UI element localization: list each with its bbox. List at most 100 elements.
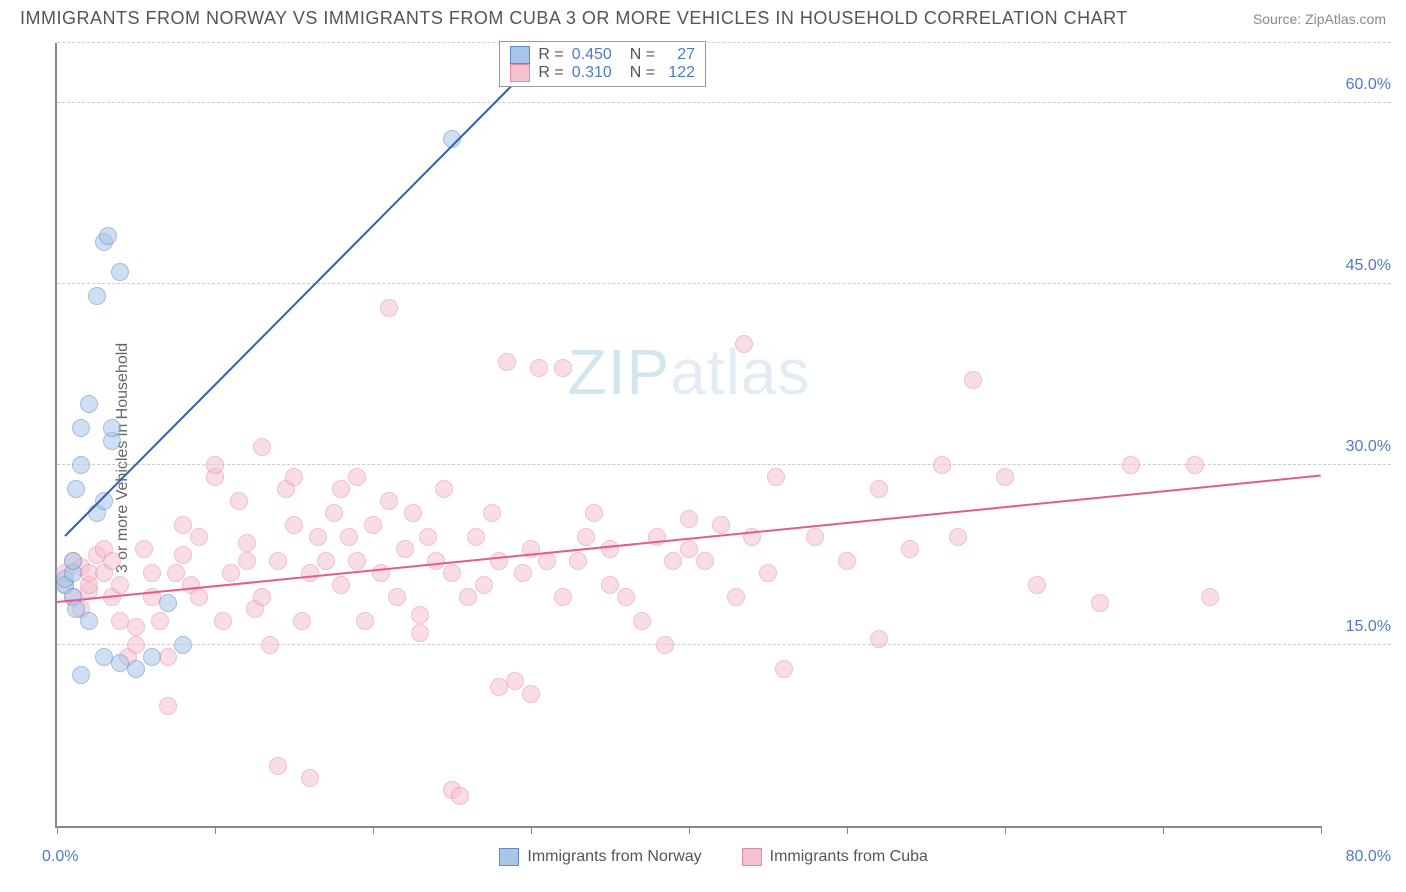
data-point [159, 648, 177, 666]
data-point [870, 480, 888, 498]
data-point [67, 480, 85, 498]
data-point [767, 468, 785, 486]
x-tick [531, 826, 532, 834]
data-point [151, 612, 169, 630]
swatch-norway-icon [499, 848, 519, 866]
data-point [253, 438, 271, 456]
data-point [111, 654, 129, 672]
x-tick [847, 826, 848, 834]
data-point [159, 594, 177, 612]
data-point [388, 588, 406, 606]
data-point [143, 648, 161, 666]
data-point [680, 540, 698, 558]
data-point [80, 612, 98, 630]
data-point [238, 552, 256, 570]
data-point [380, 299, 398, 317]
data-point [601, 540, 619, 558]
trend-line [64, 65, 532, 536]
data-point [190, 528, 208, 546]
data-point [364, 516, 382, 534]
data-point [435, 480, 453, 498]
data-point [514, 564, 532, 582]
data-point [325, 504, 343, 522]
data-point [143, 564, 161, 582]
data-point [238, 534, 256, 552]
data-point [870, 630, 888, 648]
data-point [214, 612, 232, 630]
data-point [530, 359, 548, 377]
data-point [103, 552, 121, 570]
data-point [838, 552, 856, 570]
data-point [664, 552, 682, 570]
plot-area: ZIPatlas 0.0% 80.0% R = 0.450 N = 27 R =… [55, 43, 1321, 828]
data-point [348, 552, 366, 570]
data-point [1091, 594, 1109, 612]
data-point [1201, 588, 1219, 606]
data-point [99, 227, 117, 245]
data-point [348, 468, 366, 486]
data-point [190, 588, 208, 606]
data-point [127, 636, 145, 654]
data-point [269, 552, 287, 570]
data-point [1028, 576, 1046, 594]
data-point [111, 263, 129, 281]
data-point [72, 666, 90, 684]
data-point [285, 516, 303, 534]
legend-row-norway: R = 0.450 N = 27 [510, 46, 695, 64]
data-point [680, 510, 698, 528]
data-point [554, 359, 572, 377]
data-point [127, 618, 145, 636]
data-point [656, 636, 674, 654]
data-point [222, 564, 240, 582]
swatch-norway [510, 46, 530, 64]
data-point [735, 335, 753, 353]
data-point [996, 468, 1014, 486]
data-point [301, 564, 319, 582]
legend-row-cuba: R = 0.310 N = 122 [510, 64, 695, 82]
data-point [103, 419, 121, 437]
data-point [467, 528, 485, 546]
data-point [577, 528, 595, 546]
data-point [490, 552, 508, 570]
data-point [696, 552, 714, 570]
data-point [569, 552, 587, 570]
data-point [253, 588, 271, 606]
y-tick-label: 45.0% [1331, 257, 1391, 275]
data-point [411, 624, 429, 642]
series-legend: Immigrants from Norway Immigrants from C… [499, 848, 928, 866]
data-point [1186, 456, 1204, 474]
watermark: ZIPatlas [568, 335, 811, 409]
data-point [167, 564, 185, 582]
data-point [206, 456, 224, 474]
data-point [111, 576, 129, 594]
chart-title: IMMIGRANTS FROM NORWAY VS IMMIGRANTS FRO… [20, 8, 1128, 29]
data-point [356, 612, 374, 630]
data-point [483, 504, 501, 522]
data-point [64, 552, 82, 570]
data-point [285, 468, 303, 486]
swatch-cuba [510, 64, 530, 82]
data-point [230, 492, 248, 510]
data-point [806, 528, 824, 546]
data-point [538, 552, 556, 570]
x-axis-min-label: 0.0% [42, 848, 78, 866]
data-point [601, 576, 619, 594]
chart-container: 3 or more Vehicles in Household ZIPatlas… [0, 33, 1406, 883]
data-point [72, 456, 90, 474]
data-point [72, 419, 90, 437]
y-tick-label: 15.0% [1331, 618, 1391, 636]
data-point [332, 576, 350, 594]
x-tick [373, 826, 374, 834]
data-point [135, 540, 153, 558]
data-point [88, 287, 106, 305]
data-point [380, 492, 398, 510]
x-axis-max-label: 80.0% [1346, 848, 1391, 866]
data-point [506, 672, 524, 690]
data-point [404, 504, 422, 522]
data-point [522, 685, 540, 703]
data-point [419, 528, 437, 546]
data-point [261, 636, 279, 654]
data-point [759, 564, 777, 582]
data-point [554, 588, 572, 606]
data-point [901, 540, 919, 558]
